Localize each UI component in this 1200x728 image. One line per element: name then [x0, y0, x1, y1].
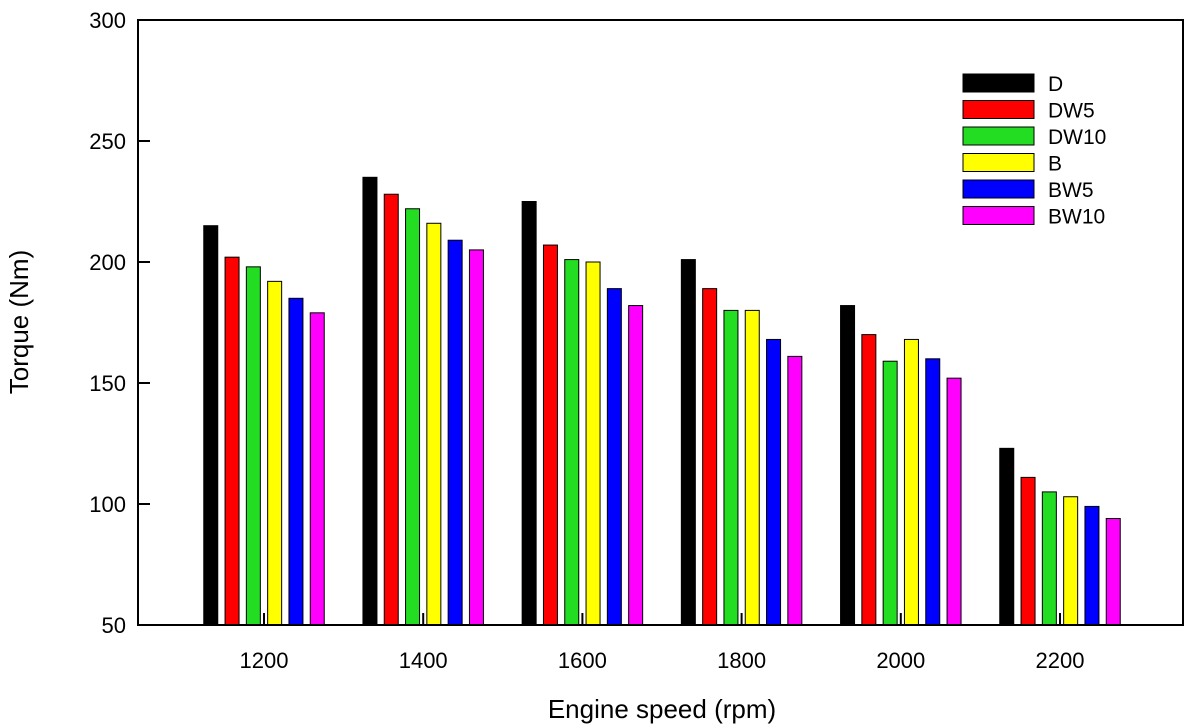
bar-d-1800 — [680, 259, 696, 626]
bar-dw10-2000 — [882, 360, 898, 626]
bar-b-1800 — [744, 309, 760, 626]
legend-swatch-dw10 — [962, 126, 1035, 146]
legend-swatch-d — [962, 73, 1035, 93]
legend-label-b: B — [1048, 153, 1062, 176]
bars-group — [203, 176, 1121, 626]
bar-dw10-1600 — [564, 259, 580, 626]
bar-bw5-1600 — [606, 288, 622, 626]
bar-bw5-2200 — [1084, 505, 1100, 626]
legend-swatch-b — [962, 153, 1035, 172]
bar-b-1600 — [585, 261, 601, 626]
y-tick-label: 50 — [102, 613, 126, 638]
y-axis-title: Torque (Nm) — [4, 250, 34, 394]
y-tick-label: 150 — [89, 371, 126, 396]
x-axis: 1200 1400 1600 1800 2000 2200 — [240, 613, 1085, 673]
x-tick-label: 1600 — [558, 648, 607, 673]
bar-dw10-1800 — [723, 309, 739, 626]
legend-label-dw5: DW5 — [1048, 100, 1095, 123]
bar-bw10-2200 — [1105, 518, 1121, 626]
x-tick-label: 1800 — [717, 648, 766, 673]
legend-label-bw5: BW5 — [1048, 179, 1094, 202]
plot-frame — [137, 19, 1184, 626]
bar-dw5-2000 — [861, 334, 877, 626]
bar-dw10-1200 — [245, 266, 261, 626]
legend-swatch-dw5 — [962, 100, 1035, 119]
bar-b-2000 — [903, 338, 919, 626]
y-tick-label: 200 — [89, 250, 126, 275]
bar-d-1200 — [203, 225, 219, 626]
bar-bw10-1800 — [787, 355, 803, 626]
bar-b-1400 — [426, 222, 442, 626]
bar-dw5-1400 — [383, 193, 399, 626]
bar-bw5-2000 — [925, 358, 941, 626]
x-tick-label: 2000 — [876, 648, 925, 673]
bar-dw10-1400 — [405, 208, 421, 626]
y-tick-label: 100 — [89, 492, 126, 517]
bar-bw5-1800 — [766, 338, 782, 626]
legend-label-dw10: DW10 — [1048, 126, 1106, 149]
y-tick-label: 300 — [89, 8, 126, 33]
bar-b-1200 — [267, 280, 283, 626]
x-tick-label: 1200 — [240, 648, 289, 673]
legend-swatch-bw5 — [962, 179, 1035, 199]
bar-bw5-1200 — [288, 297, 304, 626]
bar-bw10-1600 — [628, 305, 644, 626]
bar-dw5-2200 — [1020, 476, 1036, 626]
x-tick-label: 2200 — [1036, 648, 1085, 673]
y-axis: 50 100 150 200 250 300 — [89, 8, 150, 638]
bar-dw5-1600 — [542, 244, 558, 626]
bar-dw5-1200 — [224, 256, 240, 626]
legend: D DW5 DW10 B BW5 BW10 — [962, 73, 1106, 229]
legend-swatch-bw10 — [962, 206, 1035, 225]
bar-d-1400 — [362, 176, 378, 626]
bar-bw10-1400 — [468, 249, 484, 626]
x-axis-title: Engine speed (rpm) — [548, 694, 776, 724]
bar-dw5-1800 — [702, 288, 718, 626]
bar-d-1600 — [521, 201, 537, 626]
bar-d-2200 — [999, 447, 1015, 626]
bar-dw10-2200 — [1041, 491, 1057, 626]
bar-bw5-1400 — [447, 239, 463, 626]
legend-label-d: D — [1048, 73, 1063, 96]
y-tick-label: 250 — [89, 129, 126, 154]
x-tick-label: 1400 — [399, 648, 448, 673]
legend-label-bw10: BW10 — [1048, 206, 1105, 229]
bar-bw10-2000 — [946, 377, 962, 626]
bar-bw10-1200 — [309, 312, 325, 626]
bar-b-2200 — [1063, 496, 1079, 626]
bar-d-2000 — [840, 305, 856, 626]
